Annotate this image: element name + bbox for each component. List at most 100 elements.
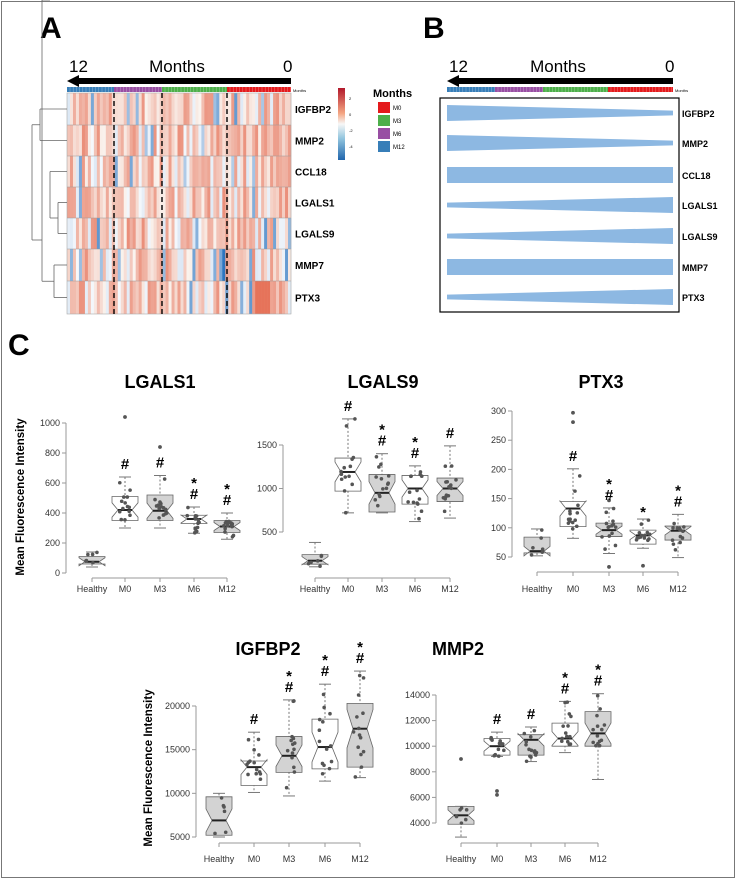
- heatmap-cell: [201, 125, 205, 156]
- ptx3-data-point: [529, 553, 534, 557]
- lgals1-chart-title: LGALS1: [124, 372, 195, 392]
- lgals9-data-point: [339, 477, 344, 482]
- heatmap-cell: [105, 281, 110, 314]
- heatmap-cell: [174, 281, 178, 314]
- heatmap-cell: [231, 249, 235, 281]
- ptx3-data-point: [575, 511, 580, 515]
- hash-mark: #: [527, 706, 536, 723]
- a-timeline-label: Months: [149, 57, 205, 76]
- ptx3-data-point: [682, 525, 686, 529]
- lgals1-data-point: [193, 517, 198, 521]
- heatmap-cell: [180, 281, 184, 314]
- heatmap-cell: [123, 93, 128, 125]
- heatmap-cell: [270, 93, 274, 125]
- heatmap-cell: [267, 281, 271, 314]
- lgals9-data-point: [386, 474, 391, 478]
- igfbp2-significance-m12: #*: [356, 639, 365, 667]
- ptx3-data-point: [647, 532, 652, 537]
- hash-mark: #: [446, 425, 455, 442]
- heatmap-cell: [234, 125, 238, 156]
- heatmap-cell: [198, 218, 202, 249]
- heatmap-cell: [207, 156, 211, 187]
- heatmap-cell: [129, 281, 134, 314]
- heatmap-cell: [171, 93, 175, 125]
- ptx3-data-point: [570, 526, 575, 531]
- heatmap-cell: [240, 93, 244, 125]
- mmp2-data-point: [463, 817, 468, 822]
- heatmap-cell: [204, 281, 208, 314]
- heatmap-cell: [84, 281, 89, 314]
- heatmap-cell: [204, 125, 208, 156]
- heatmap-cell: [126, 249, 131, 281]
- heatmap-cell: [99, 125, 104, 156]
- mmp2-data-point: [595, 724, 600, 728]
- lgals1-data-point: [95, 550, 99, 555]
- hash-mark: #: [344, 398, 353, 415]
- heatmap-cell: [156, 281, 160, 314]
- heatmap-cell: [81, 93, 86, 125]
- heatmap-cell: [147, 187, 151, 218]
- igfbp2-data-point: [320, 771, 325, 776]
- heatmap-cell: [240, 156, 244, 187]
- heatmap-cell: [246, 281, 250, 314]
- heatmap-cell: [108, 249, 113, 281]
- heatmap-cell: [183, 218, 187, 249]
- heatmap-cell: [75, 218, 80, 249]
- igfbp2-data-point: [317, 739, 322, 744]
- ptx3-data-point: [613, 525, 618, 529]
- hash-mark: #: [674, 493, 683, 510]
- heatmap-cell: [90, 281, 95, 314]
- mmp2-y-tick-label: 12000: [405, 716, 430, 726]
- lgals9-y-tick-label: 500: [262, 527, 277, 537]
- ptx3-data-point: [539, 536, 543, 540]
- lgals9-data-point: [379, 462, 383, 467]
- igfbp2-data-point: [223, 830, 228, 835]
- heatmap-cell: [114, 125, 119, 156]
- lgals1-outlier-point: [158, 445, 162, 449]
- igfbp2-data-point: [213, 831, 217, 836]
- lgals9-y-tick-label: 1500: [257, 440, 277, 450]
- heatmap-cell: [150, 156, 154, 187]
- lgals1-y-tick-label: 1000: [40, 418, 60, 428]
- heatmap-cell: [183, 187, 187, 218]
- hash-mark: #: [321, 663, 330, 680]
- igfbp2-data-point: [351, 730, 356, 734]
- heatmap-cell: [78, 93, 83, 125]
- lgals9-chart-title: LGALS9: [347, 372, 418, 392]
- lgals9-data-point: [339, 472, 344, 477]
- heatmap-cell: [213, 281, 217, 314]
- igfbp2-data-point: [219, 796, 224, 800]
- a-strip-M0: [227, 87, 291, 92]
- lgals1-y-axis-title: Mean Fluorescence Intensity: [15, 418, 27, 576]
- heatmap-cell: [132, 156, 136, 187]
- ptx3-data-point: [539, 528, 544, 532]
- heatmap-cell: [96, 187, 101, 218]
- heatmap-cell: [93, 125, 98, 156]
- heatmap-cell: [249, 125, 253, 156]
- ptx3-x-tick-label-healthy: Healthy: [522, 584, 553, 594]
- heatmap-cell: [279, 249, 283, 281]
- lgals1-data-point: [230, 522, 235, 526]
- heatmap-cell: [186, 93, 190, 125]
- heatmap-cell: [102, 93, 107, 125]
- heatmap-cell: [180, 125, 184, 156]
- ptx3-data-point: [636, 535, 641, 540]
- heatmap-cell: [180, 156, 184, 187]
- heatmap-cell: [159, 281, 163, 314]
- mmp2-data-point: [522, 731, 527, 736]
- hash-mark: #: [378, 433, 387, 450]
- heatmap-row-label-ccl18: CCL18: [295, 168, 327, 179]
- heatmap-cell: [189, 218, 193, 249]
- lgals1-data-point: [223, 526, 227, 531]
- heatmap-cell: [222, 156, 226, 187]
- lgals1-data-point: [157, 506, 162, 511]
- heatmap-cell: [267, 93, 271, 125]
- lgals1-x-tick-label-m6: M6: [188, 584, 201, 594]
- heatmap-cell: [210, 125, 214, 156]
- igfbp2-data-point: [284, 785, 289, 790]
- mmp2-x-tick-label-m6: M6: [559, 854, 572, 864]
- heatmap-cell: [231, 187, 235, 218]
- heatmap-cell: [153, 125, 157, 156]
- heatmap-cell: [279, 125, 283, 156]
- heatmap-cell: [99, 187, 104, 218]
